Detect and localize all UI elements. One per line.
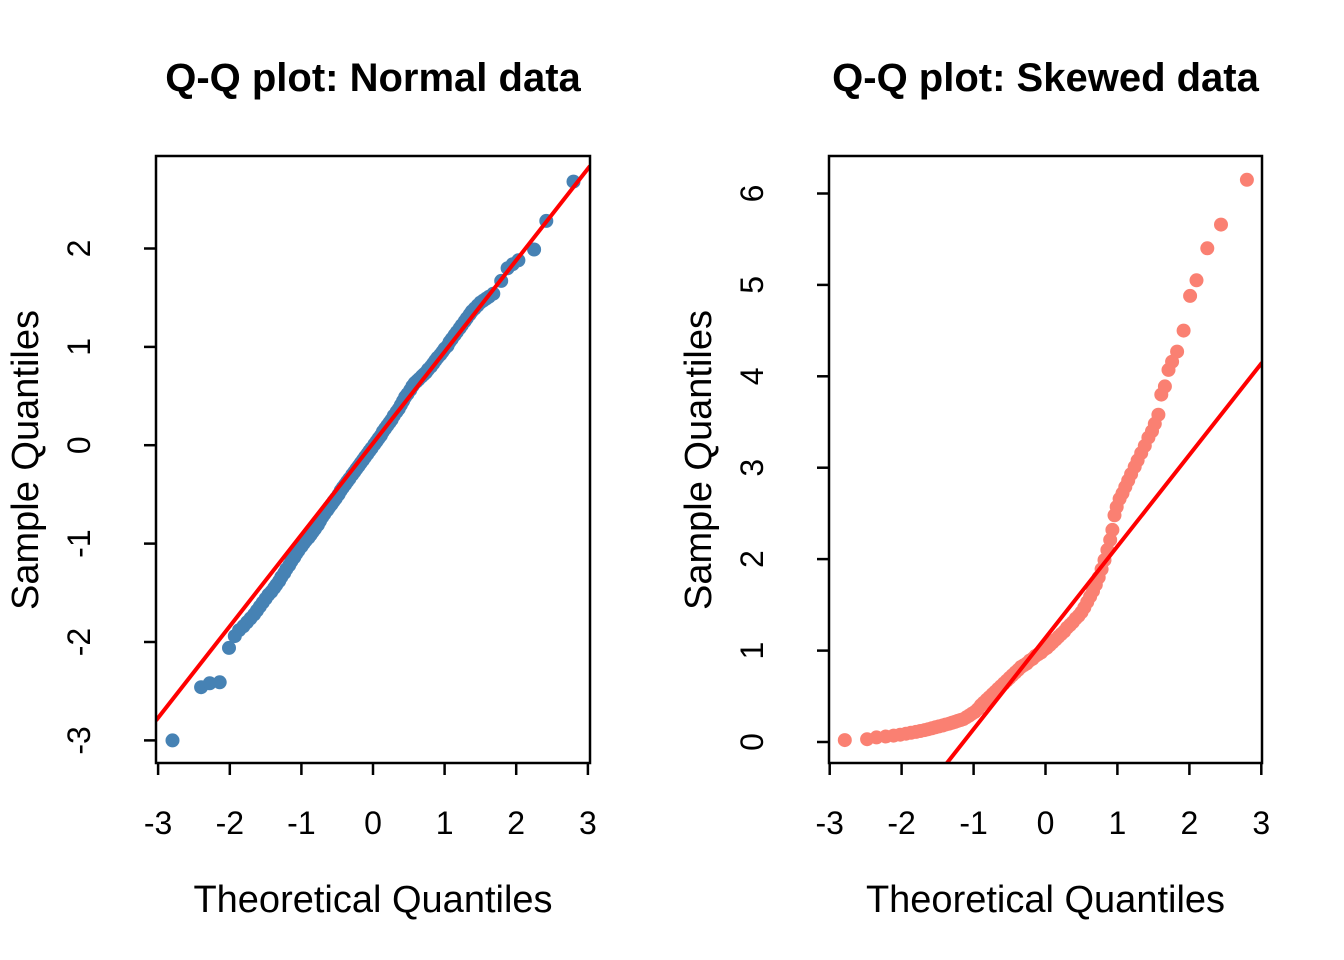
normal-x-tick-label: -1	[287, 805, 315, 841]
skewed-y-tick-label: 0	[734, 733, 770, 751]
normal-reference-line	[156, 164, 590, 722]
normal-data-point	[527, 242, 542, 257]
normal-y-tick-label: -2	[61, 628, 97, 656]
skewed-data-point	[1239, 172, 1254, 187]
skewed-reference-line	[944, 361, 1262, 763]
skewed-data-point	[1105, 522, 1120, 537]
skewed-y-tick-label: 4	[734, 367, 770, 385]
skewed-x-tick-label: 2	[1181, 805, 1199, 841]
right-x-axis-label: Theoretical Quantiles	[865, 879, 1226, 921]
skewed-x-tick-label: -1	[959, 805, 987, 841]
skewed-data-point	[1170, 344, 1185, 359]
skewed-data-point	[1200, 241, 1215, 256]
skewed-x-tick-label: 3	[1252, 805, 1270, 841]
normal-x-tick-label: 3	[579, 805, 597, 841]
right-y-axis-label: Sample Quantiles	[678, 309, 720, 610]
normal-data-point	[212, 675, 227, 690]
normal-x-tick-label: 2	[507, 805, 525, 841]
skewed-y-tick-label: 5	[734, 276, 770, 294]
skewed-y-tick-label: 6	[734, 185, 770, 203]
left-x-axis-label: Theoretical Quantiles	[193, 879, 553, 921]
normal-x-tick-label: 0	[364, 805, 382, 841]
normal-y-tick-label: 2	[61, 240, 97, 258]
skewed-x-tick-label: -3	[815, 805, 843, 841]
skewed-data-point	[1189, 273, 1204, 288]
normal-y-tick-label: 1	[61, 338, 97, 356]
skewed-x-tick-label: -2	[887, 805, 915, 841]
normal-y-tick-label: -1	[61, 529, 97, 557]
normal-data-point	[222, 640, 236, 655]
skewed-x-tick-label: 0	[1037, 805, 1055, 841]
skewed-y-tick-label: 1	[734, 642, 770, 660]
skewed-data-point	[1183, 288, 1198, 303]
normal-x-tick-label: -3	[144, 805, 172, 841]
left-plot-title: Q-Q plot: Normal data	[165, 56, 581, 100]
skewed-data-point	[837, 733, 852, 748]
normal-y-tick-label: -3	[61, 726, 97, 754]
skewed-y-tick-label: 3	[734, 459, 770, 477]
left-y-axis-label: Sample Quantiles	[5, 309, 47, 610]
panel-normal: -3 -2 -1 0 1 2 3 -3 -2 -1 0 1 2	[61, 154, 597, 841]
normal-x-tick-label: 1	[436, 805, 454, 841]
skewed-data-point	[1176, 323, 1191, 338]
skewed-plot-box	[827, 154, 1264, 765]
normal-x-tick-label: -2	[216, 805, 244, 841]
normal-y-tick-label: 0	[61, 436, 97, 454]
panel-skewed: -3 -2 -1 0 1 2 3 0 1 2 3 4 5 6	[734, 154, 1270, 841]
skewed-data-point	[1214, 217, 1228, 232]
skewed-x-tick-label: 1	[1109, 805, 1127, 841]
skewed-data-point	[1151, 407, 1166, 422]
right-plot-title: Q-Q plot: Skewed data	[832, 56, 1259, 100]
skewed-y-tick-label: 2	[734, 550, 770, 568]
skewed-data-point	[1157, 379, 1172, 394]
normal-data-point	[165, 733, 180, 748]
